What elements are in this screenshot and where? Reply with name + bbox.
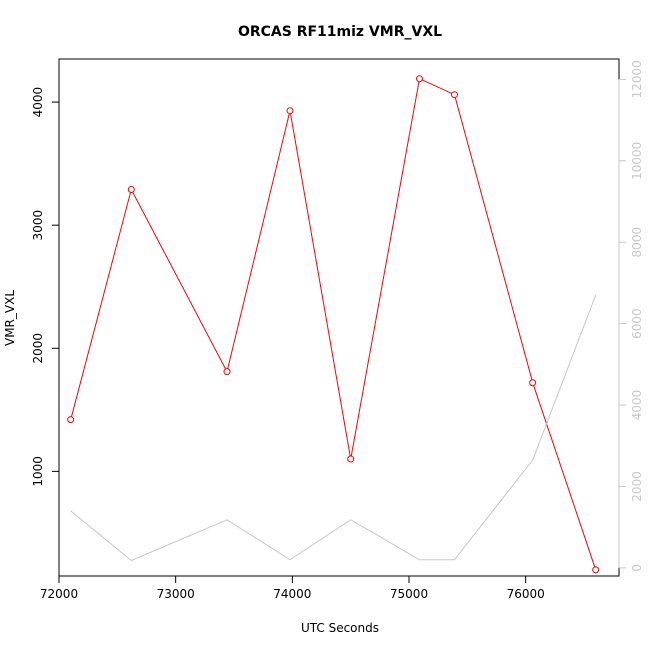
x-axis-label: UTC Seconds — [301, 621, 379, 635]
y2-tick-label: 2000 — [630, 471, 644, 502]
series-line-left — [70, 77, 597, 570]
y-tick-label: 4000 — [31, 87, 45, 118]
x-tick-label: 73000 — [157, 587, 195, 601]
x-tick-label: 75000 — [390, 587, 428, 601]
x-tick-label: 72000 — [40, 587, 78, 601]
y-tick-label: 1000 — [31, 456, 45, 487]
y-axis-label: VMR_VXL — [3, 290, 17, 346]
series-line-right — [70, 294, 597, 562]
y2-tick-label: 10000 — [630, 142, 644, 180]
y-tick-label: 3000 — [31, 210, 45, 241]
y2-tick-label: 0 — [630, 564, 644, 572]
data-point — [223, 368, 231, 376]
data-point — [416, 75, 423, 83]
data-point — [451, 91, 458, 99]
data-point — [347, 455, 355, 463]
data-point — [286, 107, 294, 115]
y2-tick-label: 8000 — [630, 227, 644, 258]
y-tick-label: 2000 — [31, 333, 45, 364]
data-point — [592, 566, 600, 574]
data-point — [529, 379, 537, 387]
x-tick-label: 74000 — [273, 587, 311, 601]
chart-title: ORCAS RF11miz VMR_VXL — [238, 24, 442, 40]
data-point — [67, 416, 75, 424]
data-point — [127, 185, 135, 193]
y2-tick-label: 12000 — [630, 60, 644, 98]
y-axis-left: 1000 2000 3000 4000 — [31, 87, 60, 487]
y2-tick-label: 6000 — [630, 308, 644, 339]
x-axis: 72000 73000 74000 75000 76000 — [40, 575, 545, 601]
plot-frame — [58, 58, 620, 577]
y-axis-right: 0 2000 4000 6000 8000 10000 12000 — [618, 60, 644, 572]
series-layer — [67, 75, 600, 574]
y2-tick-label: 4000 — [630, 390, 644, 421]
x-tick-label: 76000 — [507, 587, 545, 601]
